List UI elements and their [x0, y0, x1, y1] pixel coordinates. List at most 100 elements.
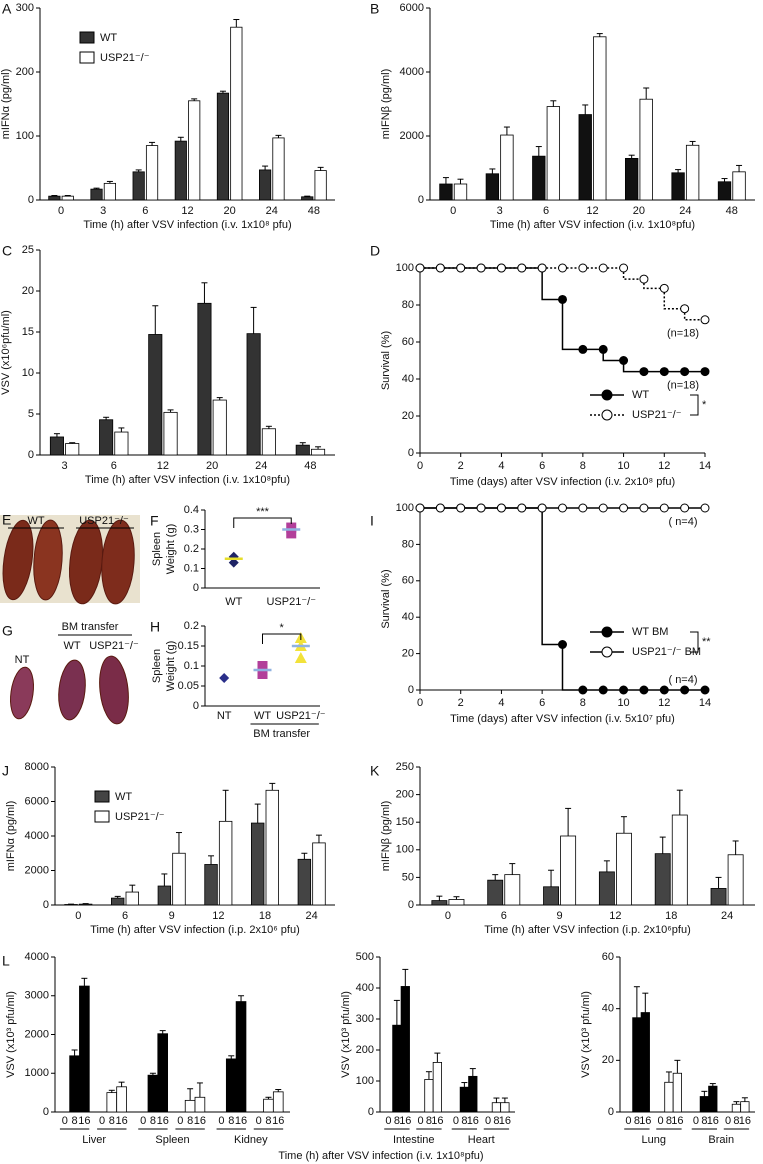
survival-point: [659, 685, 669, 695]
bar: [125, 891, 140, 906]
x-tick-label: 8: [187, 1115, 193, 1127]
significance-label: **: [702, 636, 711, 648]
x-axis-label: Time (h) after VSV infection (i.v. 1x10⁸…: [83, 219, 291, 231]
survival-step: [541, 508, 563, 646]
x-tick-label: 6: [122, 910, 128, 922]
survival-point: [639, 503, 649, 513]
data-point: [257, 669, 268, 679]
bar: [103, 182, 116, 201]
x-tick-label: 0: [75, 910, 81, 922]
bar: [99, 419, 114, 456]
panel-letter: D: [370, 243, 380, 259]
y-axis-label: VSV (x10⁶pfu/ml): [0, 310, 12, 395]
bar: [197, 302, 212, 456]
x-tick-label: 12: [609, 910, 621, 922]
y-tick-label: 300: [16, 2, 34, 14]
bar: [147, 1074, 159, 1113]
x-tick-label: WT: [254, 710, 271, 722]
x-tick-label: 12: [586, 205, 598, 217]
x-tick-label: 16: [157, 1115, 169, 1127]
bar: [204, 864, 218, 906]
x-tick-label: 8: [150, 1115, 156, 1127]
x-axis-label: Time (h) after VSV infection (i.p. 2x10⁶…: [90, 924, 300, 936]
y-tick-label: 0.2: [184, 543, 199, 555]
survival-point: [517, 263, 527, 273]
x-axis-label: Time (h) after VSV infection (i.p. 2x10⁶…: [484, 924, 690, 936]
survival-point: [619, 503, 629, 513]
x-tick-label: 0: [453, 1115, 459, 1127]
y-axis-label: VSV (x10³ pfu/ml): [580, 991, 592, 1078]
y-tick-label: 80: [402, 299, 414, 311]
survival-step: [622, 268, 644, 280]
bar: [640, 1012, 650, 1113]
bar: [295, 444, 310, 456]
x-tick-label: 12: [658, 697, 670, 709]
y-tick-label: 100: [396, 502, 414, 514]
x-tick-label: 24: [679, 205, 691, 217]
y-tick-label: 60: [402, 575, 414, 587]
x-tick-label: 12: [658, 460, 670, 472]
significance-bracket: [690, 394, 699, 416]
x-tick-label: 16: [115, 1115, 127, 1127]
bar: [259, 169, 272, 201]
y-tick-label: 4000: [25, 830, 49, 842]
legend-marker: [601, 646, 613, 658]
spleen-photo: [58, 659, 86, 721]
x-tick-label: 14: [699, 697, 711, 709]
legend-marker: [601, 626, 613, 638]
bar: [311, 448, 326, 456]
survival-point: [456, 503, 466, 513]
survival-point: [680, 367, 690, 377]
survival-point: [558, 294, 567, 304]
bar: [79, 985, 90, 1113]
y-tick-label: 0: [408, 684, 414, 696]
bar: [261, 428, 276, 456]
x-tick-label: 8: [394, 1115, 400, 1127]
bar: [314, 170, 327, 201]
survival-point: [435, 263, 445, 273]
y-tick-label: 6000: [25, 795, 49, 807]
bar: [400, 986, 410, 1113]
x-tick-label: 0: [725, 1115, 731, 1127]
survival-point: [639, 274, 649, 284]
bar: [48, 195, 61, 201]
x-tick-label: NT: [217, 710, 232, 722]
y-axis-label: Survival (%): [380, 569, 392, 628]
bar: [432, 1062, 442, 1113]
x-tick-label: 0: [177, 1115, 183, 1127]
survival-point: [578, 503, 588, 513]
bar: [61, 195, 74, 201]
x-tick-label: 3: [62, 460, 68, 472]
photo-label: USP21⁻/⁻: [89, 640, 139, 652]
x-tick-label: 12: [181, 205, 193, 217]
bar: [163, 411, 178, 456]
y-tick-label: 0: [28, 194, 34, 206]
x-tick-label: 16: [739, 1115, 751, 1127]
y-tick-label: 0.2: [184, 620, 199, 632]
survival-point: [598, 503, 608, 513]
x-tick-label: 0: [140, 1115, 146, 1127]
x-tick-label: 18: [259, 910, 271, 922]
bar: [593, 36, 607, 201]
survival-point: [435, 503, 445, 513]
x-axis-label: Time (days) after VSV infection (i.v. 5x…: [450, 713, 675, 725]
survival-point: [700, 367, 710, 377]
survival-point: [680, 503, 690, 513]
x-tick-label: 8: [634, 1115, 640, 1127]
x-tick-label: USP21⁻/⁻: [266, 596, 316, 608]
survival-point: [578, 344, 588, 354]
photo-label: USP21⁻/⁻: [79, 515, 129, 527]
bar: [671, 814, 688, 906]
x-tick-label: 0: [62, 1115, 68, 1127]
x-tick-label: 0: [450, 205, 456, 217]
survival-point: [639, 685, 649, 695]
panel-letter: C: [2, 243, 12, 259]
x-tick-label: 6: [543, 205, 549, 217]
x-tick-label: 0: [417, 460, 423, 472]
group-label: Intestine: [393, 1134, 435, 1146]
survival-point: [558, 640, 567, 649]
legend-swatch: [94, 790, 110, 803]
bar: [148, 334, 163, 456]
x-tick-label: 20: [224, 205, 236, 217]
